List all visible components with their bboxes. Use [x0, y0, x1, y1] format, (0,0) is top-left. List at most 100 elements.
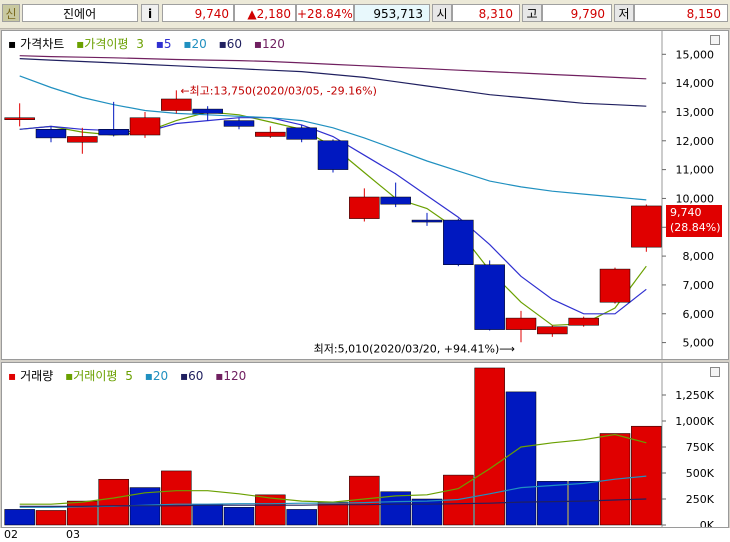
ma120-legend: ▪120: [253, 37, 285, 51]
price-tick-label: 10,000: [676, 192, 715, 205]
price-chart-legend: ▪ 가격차트 ▪가격이평 3 ▪5 ▪20 ▪60 ▪120: [8, 35, 293, 52]
ma20-legend: ▪20: [183, 37, 207, 51]
volume-bar: [35, 510, 67, 526]
volume-tick-label: 0K: [700, 519, 715, 527]
volume-bar: [411, 498, 443, 526]
volume-ma120-legend: ▪120: [215, 369, 247, 383]
candle-body: [35, 129, 67, 139]
ma5-legend: ▪5: [155, 37, 172, 51]
volume-bar: [568, 481, 599, 526]
change-rate: +28.84%: [296, 4, 354, 22]
volume-ma20-legend: ▪20: [144, 369, 169, 383]
ma60-legend: ▪60: [218, 37, 243, 51]
volume-bar: [286, 509, 317, 526]
price-tick-label: 8,000: [683, 250, 715, 263]
stock-info-button[interactable]: i: [141, 4, 159, 22]
candle-body: [161, 98, 192, 111]
candle-body: [380, 196, 411, 205]
low-price: 8,150: [634, 4, 728, 22]
candle-body: [568, 317, 599, 326]
volume-bar: [223, 507, 255, 526]
candle-body: [631, 205, 662, 248]
volume-chart-legend: ▪ 거래량 ▪거래이평 5 ▪20 ▪60 ▪120: [8, 367, 254, 384]
volume-bar: [98, 478, 129, 526]
x-axis-label-feb: 02: [4, 528, 18, 541]
price-chart-panel[interactable]: ▪ 가격차트 ▪가격이평 3 ▪5 ▪20 ▪60 ▪120 5,000 6,000…: [1, 30, 729, 360]
volume-tick-label: 750K: [686, 441, 715, 454]
high-label: 고: [522, 4, 542, 22]
price-ma-line-120: [19, 55, 647, 80]
volume-ma-line-5: [19, 433, 647, 505]
candle-body: [411, 219, 443, 223]
volume-bar: [631, 425, 662, 526]
price-tick-label: 12,000: [676, 135, 715, 148]
volume-ma-legend: ▪거래이평 5: [65, 369, 133, 383]
x-axis: 02 03: [0, 528, 730, 542]
stock-name-field[interactable]: 진에어: [22, 4, 138, 22]
candle-body: [4, 117, 35, 120]
price-tick-label: 15,000: [676, 48, 715, 61]
price-legend-title: ▪ 가격차트: [8, 37, 65, 51]
volume-bar: [474, 367, 505, 526]
candle-body: [223, 120, 255, 127]
stock-header-bar: 신 진에어 i 9,740 ▲2,180 +28.84% 953,713 시 8…: [0, 0, 730, 29]
current-price-tag: 9,740 (28.84%): [666, 205, 722, 237]
candle-body: [505, 317, 537, 330]
price-tick-label: 11,000: [676, 164, 715, 177]
volume-bar: [255, 494, 286, 526]
volume-bar: [67, 500, 98, 526]
volume-bar: [537, 481, 568, 526]
candle-body: [317, 140, 349, 170]
candle-body: [537, 326, 568, 335]
price-tick-label: 5,000: [683, 337, 715, 350]
volume-bar: [4, 509, 35, 526]
volume-tick-label: 1,250K: [675, 389, 714, 402]
volume-tick-label: 250K: [686, 493, 715, 506]
min-price-annotation: 최저:5,010(2020/03/20, +94.41%)⟶: [314, 342, 516, 355]
candle-body: [286, 127, 317, 140]
candle-body: [443, 219, 474, 265]
candle-body: [129, 117, 161, 136]
volume-ma-line-60: [19, 498, 647, 507]
volume-chart-canvas: 0K 250K 500K 750K 1,000K 1,250K: [4, 363, 715, 527]
candle-body: [255, 131, 286, 137]
volume-chart-expand-button[interactable]: [710, 367, 720, 377]
candle-body: [599, 268, 631, 303]
price-change: ▲2,180: [234, 4, 296, 22]
price-ma-line-60: [19, 58, 647, 107]
price-chart-canvas: 5,0006,0007,0008,0009,00010,00011,00012,…: [4, 31, 715, 359]
open-price: 8,310: [452, 4, 520, 22]
candle-body: [67, 136, 98, 143]
volume-legend-title: ▪ 거래량: [8, 369, 54, 383]
volume-bar: [505, 391, 537, 526]
price-chart-expand-button[interactable]: [710, 35, 720, 45]
volume-bar: [192, 503, 223, 526]
price-tick-label: 6,000: [683, 308, 715, 321]
x-axis-label-mar: 03: [66, 528, 80, 541]
current-price-tag-rate: (28.84%): [670, 221, 721, 234]
max-price-annotation: ←최고:13,750(2020/03/05, -29.16%): [180, 84, 377, 97]
volume-bar: [599, 433, 631, 526]
trade-volume: 953,713: [354, 4, 430, 22]
volume-tick-label: 1,000K: [675, 415, 714, 428]
price-tick-label: 14,000: [676, 77, 715, 90]
open-label: 시: [432, 4, 452, 22]
current-price: 9,740: [162, 4, 234, 22]
candle-body: [474, 264, 505, 330]
candle-body: [192, 108, 223, 114]
ma-legend-title: ▪가격이평 3: [76, 37, 144, 51]
candle-body: [98, 129, 129, 136]
high-price: 9,790: [542, 4, 612, 22]
volume-bar: [161, 470, 192, 526]
volume-chart-panel[interactable]: ▪ 거래량 ▪거래이평 5 ▪20 ▪60 ▪120 0K 250K 500K 750K…: [1, 362, 729, 528]
volume-bar: [317, 501, 349, 526]
price-ma-line-20: [19, 75, 647, 201]
volume-ma60-legend: ▪60: [179, 369, 204, 383]
volume-tick-label: 500K: [686, 467, 715, 480]
candle-body: [349, 196, 380, 219]
low-label: 저: [614, 4, 634, 22]
current-price-tag-value: 9,740: [670, 206, 702, 219]
price-tick-label: 7,000: [683, 279, 715, 292]
market-badge: 신: [2, 4, 20, 22]
price-tick-label: 13,000: [676, 106, 715, 119]
